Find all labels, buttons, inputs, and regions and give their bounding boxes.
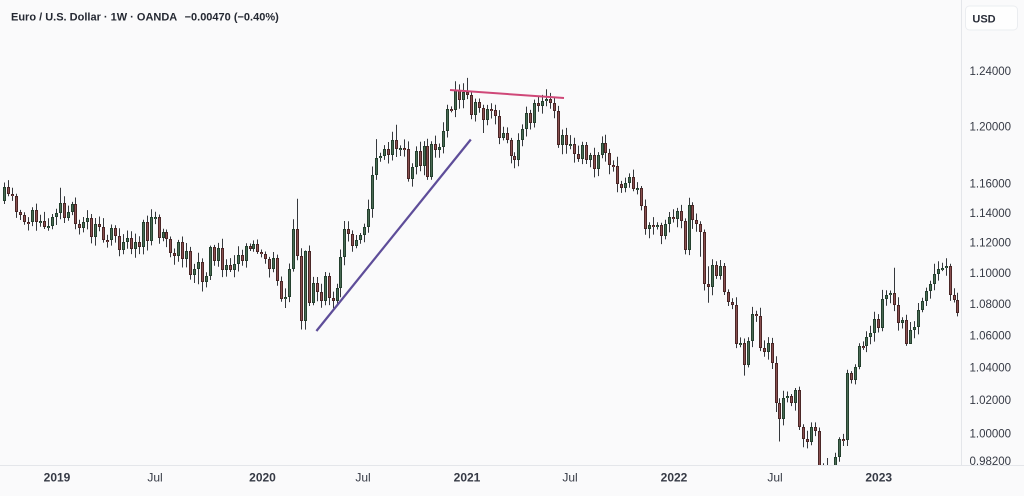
svg-text:1.20000: 1.20000 — [970, 121, 1012, 133]
svg-text:2022: 2022 — [661, 471, 688, 485]
svg-text:1.00000: 1.00000 — [970, 429, 1012, 441]
svg-text:0.98200: 0.98200 — [970, 456, 1012, 468]
svg-text:2023: 2023 — [865, 471, 892, 485]
svg-text:2019: 2019 — [44, 471, 71, 485]
svg-text:1.14000: 1.14000 — [970, 208, 1012, 220]
svg-text:USD: USD — [972, 13, 995, 25]
svg-text:2020: 2020 — [249, 471, 276, 485]
svg-text:Euro / U.S. Dollar · 1W · OAND: Euro / U.S. Dollar · 1W · OANDA — [11, 11, 177, 23]
svg-text:−0.00470 (−0.40%): −0.00470 (−0.40%) — [185, 11, 280, 23]
svg-text:1.10000: 1.10000 — [970, 268, 1012, 280]
svg-text:1.16000: 1.16000 — [970, 179, 1012, 191]
svg-text:1.06000: 1.06000 — [970, 330, 1012, 342]
svg-text:Jul: Jul — [767, 471, 782, 485]
svg-text:1.02000: 1.02000 — [970, 395, 1012, 407]
svg-text:1.08000: 1.08000 — [970, 299, 1012, 311]
svg-text:Jul: Jul — [147, 471, 162, 485]
svg-text:1.04000: 1.04000 — [970, 362, 1012, 374]
svg-text:Jul: Jul — [562, 471, 577, 485]
svg-text:Jul: Jul — [355, 471, 370, 485]
svg-text:1.24000: 1.24000 — [970, 66, 1012, 78]
svg-text:2021: 2021 — [454, 471, 481, 485]
svg-text:1.12000: 1.12000 — [970, 238, 1012, 250]
